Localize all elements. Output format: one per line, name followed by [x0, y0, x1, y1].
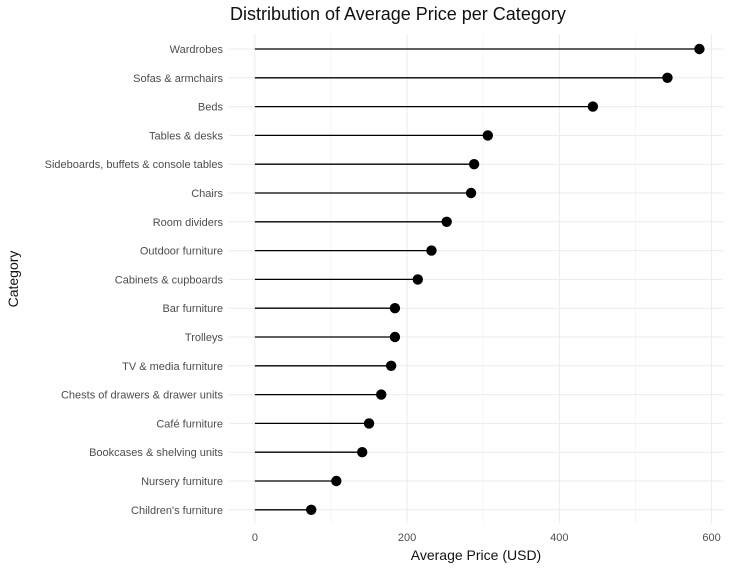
y-tick-label: Chests of drawers & drawer units: [61, 390, 224, 402]
lollipop-point: [662, 72, 673, 84]
lollipop-point: [389, 331, 401, 343]
y-axis-title: Category: [5, 251, 21, 308]
x-tick-label: 600: [702, 532, 720, 544]
y-tick-label: Bar furniture: [162, 303, 223, 315]
y-tick-label: Chairs: [191, 188, 223, 200]
x-axis-title: Average Price (USD): [411, 547, 541, 563]
x-tick-label: 400: [550, 532, 568, 544]
lollipop-point: [363, 418, 375, 429]
lollipop-point: [376, 389, 387, 400]
lollipop-point: [426, 245, 437, 256]
lollipop-point: [468, 159, 480, 170]
x-tick-label: 200: [398, 532, 416, 544]
y-tick-label: Sofas & armchairs: [133, 73, 223, 85]
y-tick-label: Bookcases & shelving units: [89, 447, 223, 459]
lollipop-point: [482, 130, 493, 141]
lollipop-point: [441, 216, 452, 227]
y-tick-label: Trolleys: [185, 332, 224, 344]
y-tick-label: Room dividers: [153, 217, 224, 229]
x-tick-label: 0: [252, 532, 258, 544]
chart-title: Distribution of Average Price per Catego…: [230, 4, 566, 24]
y-tick-label: Tables & desks: [149, 130, 223, 142]
lollipop-point: [694, 43, 705, 55]
y-tick-label: Cabinets & cupboards: [115, 274, 224, 286]
y-tick-label: Beds: [198, 102, 224, 114]
y-tick-label: Wardrobes: [170, 44, 224, 56]
lollipop-point: [331, 475, 342, 487]
y-tick-label: Outdoor furniture: [140, 246, 223, 258]
lollipop-point: [389, 303, 401, 314]
lollipop-point: [306, 504, 317, 515]
y-tick-label: Sideboards, buffets & console tables: [45, 159, 224, 171]
lollipop-point: [357, 447, 368, 458]
lollipop-point: [412, 274, 423, 285]
grid-layer: [229, 34, 723, 523]
points-layer: [306, 43, 705, 515]
stems-layer: [254, 48, 700, 511]
y-tick-label: TV & media furniture: [122, 361, 223, 373]
y-tick-labels: Wardrobes Sofas & armchairs Beds Tables & d…: [45, 44, 224, 517]
lollipop-point: [385, 360, 397, 371]
y-tick-label: Nursery furniture: [141, 476, 223, 488]
lollipop-point: [465, 187, 477, 199]
lollipop-point: [587, 101, 599, 112]
y-tick-label: Café furniture: [156, 418, 223, 430]
x-tick-labels: 0 200 400 600: [252, 532, 721, 544]
y-tick-label: Children's furniture: [131, 505, 223, 517]
